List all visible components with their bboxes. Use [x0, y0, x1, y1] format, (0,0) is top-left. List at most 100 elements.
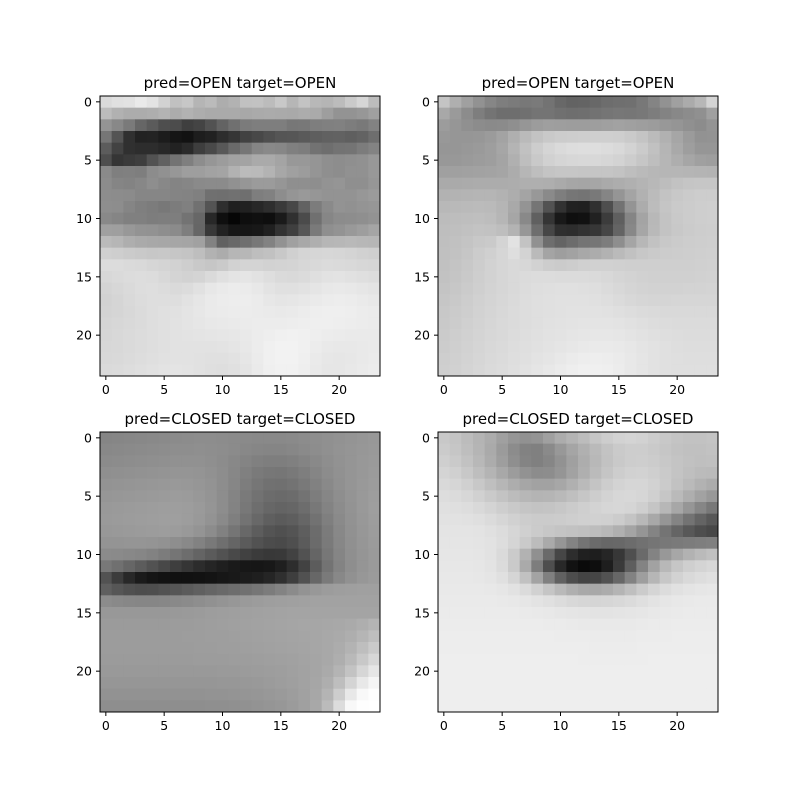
pixel-cell: [624, 364, 637, 377]
pixel-cell: [636, 259, 649, 272]
pixel-cell: [461, 513, 474, 526]
pixel-cell: [473, 630, 486, 643]
pixel-cell: [333, 259, 346, 272]
pixel-cell: [205, 282, 218, 295]
pixel-cell: [671, 443, 684, 456]
pixel-cell: [566, 96, 579, 109]
pixel-cell: [100, 271, 113, 284]
pixel-cell: [601, 548, 614, 561]
pixel-cell: [170, 502, 183, 515]
pixel-cell: [449, 653, 462, 666]
pixel-cell: [438, 201, 451, 214]
pixel-cell: [216, 653, 229, 666]
pixel-cell: [356, 665, 369, 678]
pixel-cell: [519, 282, 532, 295]
pixel-cell: [356, 432, 369, 445]
pixel-cell: [449, 688, 462, 701]
pixel-cell: [321, 189, 334, 202]
pixel-cell: [123, 502, 136, 515]
pixel-cell: [263, 455, 276, 468]
pixel-cell: [368, 259, 381, 272]
pixel-cell: [508, 630, 521, 643]
pixel-cell: [135, 131, 148, 144]
pixel-cell: [321, 607, 334, 620]
pixel-cell: [368, 329, 381, 342]
pixel-cell: [601, 154, 614, 167]
pixel-cell: [659, 572, 672, 585]
pixel-cell: [694, 455, 707, 468]
pixel-cell: [240, 607, 253, 620]
pixel-cell: [216, 352, 229, 365]
pixel-cell: [449, 432, 462, 445]
pixel-cell: [193, 306, 206, 319]
pixel-cell: [111, 502, 124, 515]
pixel-cell: [193, 329, 206, 342]
pixel-cell: [601, 688, 614, 701]
pixel-cell: [624, 352, 637, 365]
pixel-cell: [345, 271, 358, 284]
pixel-cell: [554, 455, 567, 468]
pixel-cell: [554, 467, 567, 480]
pixel-cell: [310, 490, 323, 503]
pixel-cell: [170, 677, 183, 690]
pixel-cell: [473, 271, 486, 284]
pixel-cell: [613, 595, 626, 608]
pixel-cell: [251, 352, 264, 365]
pixel-cell: [484, 537, 497, 550]
pixel-cell: [449, 467, 462, 480]
pixel-cell: [298, 595, 311, 608]
pixel-cell: [484, 560, 497, 573]
pixel-cell: [216, 341, 229, 354]
pixel-cell: [181, 329, 194, 342]
pixel-cell: [624, 271, 637, 284]
pixel-cell: [706, 525, 719, 538]
pixel-cell: [659, 467, 672, 480]
pixel-cell: [345, 259, 358, 272]
pixel-cell: [438, 166, 451, 179]
pixel-cell: [356, 537, 369, 550]
pixel-cell: [321, 96, 334, 109]
pixel-cell: [519, 490, 532, 503]
pixel-cell: [228, 630, 241, 643]
pixel-cell: [275, 630, 288, 643]
pixel-cell: [158, 607, 171, 620]
pixel-cell: [694, 341, 707, 354]
pixel-cell: [461, 560, 474, 573]
pixel-cell: [648, 247, 661, 260]
x-tick-label: 20: [331, 718, 347, 733]
pixel-cell: [240, 572, 253, 585]
pixel-cell: [613, 259, 626, 272]
pixel-cell: [438, 525, 451, 538]
pixel-cell: [543, 677, 556, 690]
pixel-cell: [706, 688, 719, 701]
pixel-cell: [671, 271, 684, 284]
pixel-cell: [158, 352, 171, 365]
pixel-cell: [624, 443, 637, 456]
pixel-cell: [135, 642, 148, 655]
pixel-cell: [438, 341, 451, 354]
pixel-cell: [170, 364, 183, 377]
pixel-cell: [683, 306, 696, 319]
pixel-cell: [146, 364, 159, 377]
pixel-cell: [438, 618, 451, 631]
pixel-cell: [543, 490, 556, 503]
pixel-cell: [345, 189, 358, 202]
pixel-cell: [135, 247, 148, 260]
pixel-cell: [624, 688, 637, 701]
pixel-cell: [286, 455, 299, 468]
pixel-cell: [181, 455, 194, 468]
pixel-cell: [554, 329, 567, 342]
pixel-cell: [438, 282, 451, 295]
pixel-cell: [286, 513, 299, 526]
pixel-cell: [123, 364, 136, 377]
pixel-cell: [659, 154, 672, 167]
pixel-cell: [321, 443, 334, 456]
pixel-cell: [554, 618, 567, 631]
pixel-cell: [240, 537, 253, 550]
pixel-cell: [461, 642, 474, 655]
pixel-cell: [181, 618, 194, 631]
pixel-cell: [694, 607, 707, 620]
pixel-cell: [601, 618, 614, 631]
pixel-cell: [100, 177, 113, 190]
pixel-cell: [624, 502, 637, 515]
